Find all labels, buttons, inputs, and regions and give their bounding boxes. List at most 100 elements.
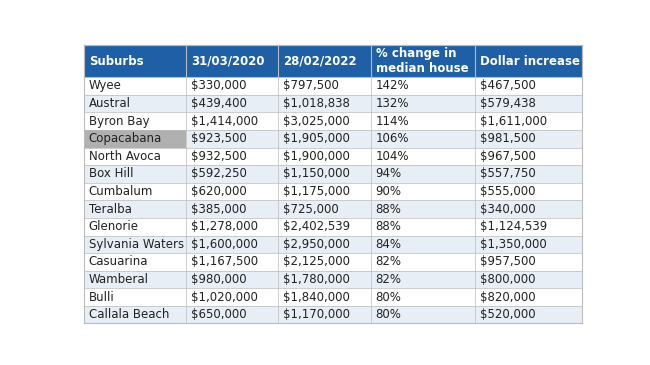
- Text: $932,500: $932,500: [191, 150, 247, 163]
- Text: $520,000: $520,000: [480, 308, 536, 321]
- Bar: [278, 200, 370, 218]
- Bar: [84, 200, 186, 218]
- Text: Glenorie: Glenorie: [89, 220, 139, 233]
- Text: Copacabana: Copacabana: [89, 132, 162, 145]
- Bar: [370, 271, 475, 288]
- Text: 94%: 94%: [376, 168, 402, 180]
- Text: Box Hill: Box Hill: [89, 168, 133, 180]
- Text: Callala Beach: Callala Beach: [89, 308, 169, 321]
- Text: $1,840,000: $1,840,000: [283, 291, 350, 304]
- Text: $467,500: $467,500: [480, 80, 536, 92]
- Bar: [278, 95, 370, 112]
- Bar: [278, 77, 370, 95]
- Bar: [186, 253, 278, 271]
- Bar: [186, 112, 278, 130]
- Text: Sylvania Waters: Sylvania Waters: [89, 238, 184, 251]
- Bar: [186, 288, 278, 306]
- Bar: [475, 288, 582, 306]
- Text: $980,000: $980,000: [191, 273, 246, 286]
- Bar: [370, 218, 475, 235]
- Bar: [84, 253, 186, 271]
- Bar: [84, 95, 186, 112]
- Text: $579,438: $579,438: [480, 97, 536, 110]
- Bar: [475, 271, 582, 288]
- Text: $3,025,000: $3,025,000: [283, 115, 350, 128]
- Text: 88%: 88%: [376, 203, 402, 216]
- Text: Teralba: Teralba: [89, 203, 132, 216]
- Text: $650,000: $650,000: [191, 308, 246, 321]
- Bar: [278, 183, 370, 200]
- Text: 28/02/2022: 28/02/2022: [283, 55, 357, 68]
- Bar: [475, 235, 582, 253]
- Bar: [278, 253, 370, 271]
- Text: $923,500: $923,500: [191, 132, 247, 145]
- Bar: [475, 218, 582, 235]
- Text: % change in
median house: % change in median house: [376, 47, 468, 75]
- Bar: [186, 183, 278, 200]
- Bar: [475, 130, 582, 147]
- Bar: [84, 306, 186, 323]
- Text: $340,000: $340,000: [480, 203, 536, 216]
- Text: $800,000: $800,000: [480, 273, 536, 286]
- Bar: [278, 45, 370, 77]
- Bar: [84, 165, 186, 183]
- Text: 88%: 88%: [376, 220, 402, 233]
- Text: $981,500: $981,500: [480, 132, 536, 145]
- Bar: [278, 306, 370, 323]
- Bar: [186, 200, 278, 218]
- Text: $2,950,000: $2,950,000: [283, 238, 350, 251]
- Text: Suburbs: Suburbs: [89, 55, 144, 68]
- Text: 80%: 80%: [376, 291, 402, 304]
- Bar: [84, 288, 186, 306]
- Text: $1,350,000: $1,350,000: [480, 238, 547, 251]
- Text: $1,124,539: $1,124,539: [480, 220, 547, 233]
- Text: 132%: 132%: [376, 97, 409, 110]
- Text: $1,600,000: $1,600,000: [191, 238, 258, 251]
- Text: $592,250: $592,250: [191, 168, 247, 180]
- Bar: [370, 288, 475, 306]
- Bar: [186, 130, 278, 147]
- Bar: [186, 165, 278, 183]
- Text: 84%: 84%: [376, 238, 402, 251]
- Bar: [186, 95, 278, 112]
- Bar: [84, 130, 186, 147]
- Text: $725,000: $725,000: [283, 203, 339, 216]
- Bar: [186, 45, 278, 77]
- Bar: [475, 95, 582, 112]
- Text: $1,167,500: $1,167,500: [191, 255, 258, 268]
- Bar: [370, 183, 475, 200]
- Text: Casuarina: Casuarina: [89, 255, 148, 268]
- Text: 82%: 82%: [376, 273, 402, 286]
- Text: 90%: 90%: [376, 185, 402, 198]
- Text: $439,400: $439,400: [191, 97, 247, 110]
- Bar: [370, 253, 475, 271]
- Text: Dollar increase: Dollar increase: [480, 55, 580, 68]
- Text: $557,750: $557,750: [480, 168, 536, 180]
- Text: Byron Bay: Byron Bay: [89, 115, 150, 128]
- Text: $1,905,000: $1,905,000: [283, 132, 350, 145]
- Text: 114%: 114%: [376, 115, 410, 128]
- Bar: [186, 271, 278, 288]
- Bar: [84, 77, 186, 95]
- Text: $1,900,000: $1,900,000: [283, 150, 350, 163]
- Bar: [278, 130, 370, 147]
- Bar: [370, 235, 475, 253]
- Bar: [186, 77, 278, 95]
- Bar: [84, 218, 186, 235]
- Text: Bulli: Bulli: [89, 291, 114, 304]
- Text: Austral: Austral: [89, 97, 131, 110]
- Text: $1,414,000: $1,414,000: [191, 115, 258, 128]
- Bar: [475, 147, 582, 165]
- Bar: [370, 45, 475, 77]
- Text: $385,000: $385,000: [191, 203, 246, 216]
- Text: 104%: 104%: [376, 150, 409, 163]
- Text: Cumbalum: Cumbalum: [89, 185, 153, 198]
- Bar: [475, 253, 582, 271]
- Bar: [370, 200, 475, 218]
- Bar: [475, 200, 582, 218]
- Bar: [475, 45, 582, 77]
- Text: 142%: 142%: [376, 80, 410, 92]
- Text: North Avoca: North Avoca: [89, 150, 161, 163]
- Text: $1,170,000: $1,170,000: [283, 308, 350, 321]
- Text: $1,018,838: $1,018,838: [283, 97, 350, 110]
